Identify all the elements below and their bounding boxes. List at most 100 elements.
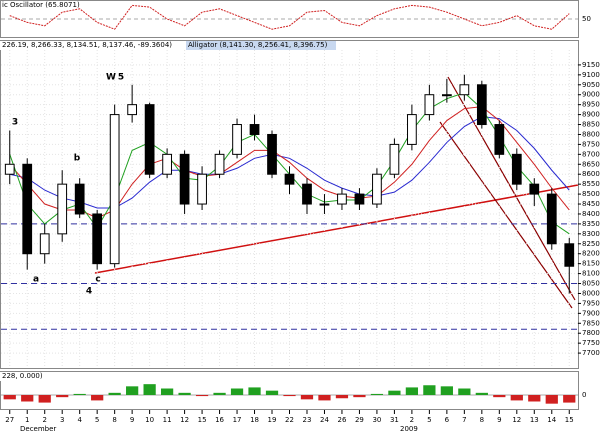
wave-label: 5 [118,73,124,83]
x-tick-label: 12 [512,416,521,424]
hist-bar [405,387,419,395]
candle-body [162,153,172,175]
alligator-label-box [186,41,336,50]
hist-bar [108,392,121,395]
candle-body [337,193,347,205]
hist-bar [21,395,34,402]
x-tick-label: 3 [60,416,64,424]
x-tick-label: 23 [303,416,312,424]
candle-body [197,173,207,205]
channel-line [439,121,573,309]
candle-body [546,193,557,245]
hist-tick-label: 0 [582,391,586,399]
hist-bar [475,392,488,395]
y-tick-label: 8550 [582,180,600,188]
y-tick-label: 8050 [582,280,600,288]
y-tick-label: 8300 [582,230,600,238]
hist-bar [353,395,366,398]
wave-label: 4 [86,287,92,297]
hist-bar [248,387,261,395]
candle-body [354,193,365,205]
hist-bar [38,395,51,403]
hist-bar [178,392,191,395]
candle-body [109,114,120,265]
price-label: 226.19, 8,266.33, 8,134.51, 8,137.46, -8… [2,41,172,49]
y-tick-label: 8100 [582,270,600,278]
alligator-label: Alligator (8,141.30, 8,256.41, 8,396.75) [188,41,328,49]
x-tick-label: 24 [320,416,329,424]
candle-body [372,173,382,205]
x-tick-label: 17 [233,416,242,424]
y-tick-label: 7950 [582,299,600,307]
x-tick-label: 4 [77,416,82,424]
candle-body [529,183,540,195]
x-tick-label: 14 [547,416,556,424]
hist-bar [370,393,384,395]
y-tick-label: 7900 [582,309,600,317]
y-tick-label: 8500 [582,190,600,198]
x-tick-label: 2 [410,416,414,424]
candle-body [389,143,400,175]
hist-bar [423,385,436,395]
x-tick-label: 2 [42,416,46,424]
x-tick-label: 9 [497,416,501,424]
price-header [0,41,240,50]
hist-bar [335,395,349,399]
wave-label: a [33,275,39,285]
x-tick-label: 30 [372,416,381,424]
candle-body [476,84,487,126]
y-tick-label: 7700 [582,349,600,357]
hist-bar [440,386,453,395]
hist-bar [300,395,314,400]
alligator-line [9,106,570,219]
hist-bar [510,395,523,401]
hist-bar [213,392,226,395]
candle-body [57,183,68,235]
x-tick-label: 5 [427,416,431,424]
x-tick-label: 26 [337,416,346,424]
y-tick-label: 8400 [582,210,600,218]
hist-bar [545,395,558,404]
x-tick-label: 15 [198,416,207,424]
x-tick-label: 16 [215,416,224,424]
y-tick-label: 9100 [582,71,600,79]
candle-body [441,94,452,97]
hist-bar [563,395,576,403]
hist-bar [283,395,296,397]
oscillator-label: ic Oscillator (65.8071) [2,1,80,9]
hist-bar [195,395,209,397]
hist-bar [230,388,244,395]
x-tick-label: 11 [163,416,172,424]
x-tick-label: 10 [145,416,154,424]
x-tick-label: 15 [565,416,574,424]
y-tick-label: 8800 [582,130,600,138]
y-tick-label: 7750 [582,339,600,347]
hist-bar [265,390,279,395]
x-tick-label: 29 [355,416,364,424]
x-tick-label: 9 [130,416,134,424]
y-tick-label: 8950 [582,101,600,109]
hist-bar [126,386,139,395]
alligator-line [9,116,570,209]
x-group-label: 2009 [400,425,418,433]
candle-body [424,94,435,116]
hist-bar [91,395,104,401]
y-tick-label: 9150 [582,61,600,69]
y-tick-label: 8250 [582,240,600,248]
candle-body [319,203,330,206]
hist-bar [143,384,156,395]
oscillator-line [9,4,570,30]
candle-body [127,104,138,116]
wave-label: 3 [12,118,18,128]
candle-body [214,153,225,175]
y-tick-label: 8200 [582,250,600,258]
y-tick-label: 7850 [582,319,600,327]
x-tick-label: 7 [462,416,466,424]
hist-bar [318,395,331,401]
x-tick-label: 8 [112,416,116,424]
x-tick-label: 13 [530,416,539,424]
y-tick-label: 8450 [582,200,600,208]
x-tick-label: 19 [268,416,277,424]
candle-body [4,163,15,175]
